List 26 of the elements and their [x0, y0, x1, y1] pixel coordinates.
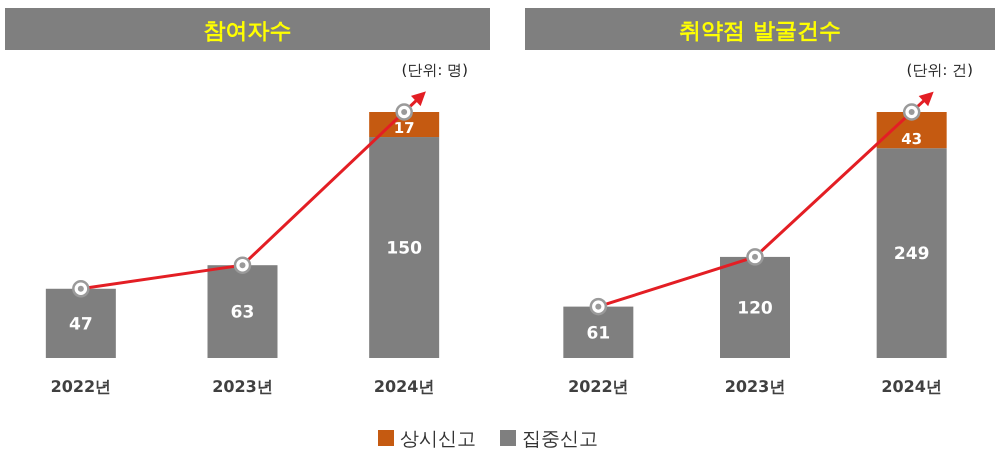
- x-tick-label: 2024년: [881, 377, 942, 396]
- text: 취약점 발굴건수: [679, 19, 841, 44]
- bar: [46, 288, 116, 358]
- annotation: (단위: 건): [906, 61, 973, 79]
- data-label: 47: [68, 314, 93, 334]
- text: 참여자수: [204, 19, 292, 44]
- x-tick-label: 2022년: [50, 377, 112, 396]
- x-tick-label: 2022년: [568, 377, 629, 396]
- bar: [563, 306, 634, 358]
- annotation: (단위: 명): [401, 61, 468, 79]
- data-label: 249: [894, 244, 930, 264]
- x-tick-label: 2023년: [212, 377, 273, 396]
- data-label: 150: [386, 238, 422, 259]
- data-label: 17: [394, 119, 415, 138]
- x-tick-label: 2024년: [374, 377, 434, 396]
- bar: [876, 148, 947, 358]
- bar: [720, 256, 790, 358]
- data-label: 61: [586, 323, 610, 344]
- legend-label: 상시신고: [400, 428, 476, 450]
- data-label: 63: [230, 302, 254, 323]
- x-tick-label: 2023년: [724, 377, 786, 396]
- legend-label: 집중신고: [522, 428, 598, 450]
- bar: [208, 265, 278, 358]
- bar: [369, 137, 440, 358]
- data-label: 43: [901, 130, 922, 148]
- data-label: 120: [737, 298, 773, 318]
